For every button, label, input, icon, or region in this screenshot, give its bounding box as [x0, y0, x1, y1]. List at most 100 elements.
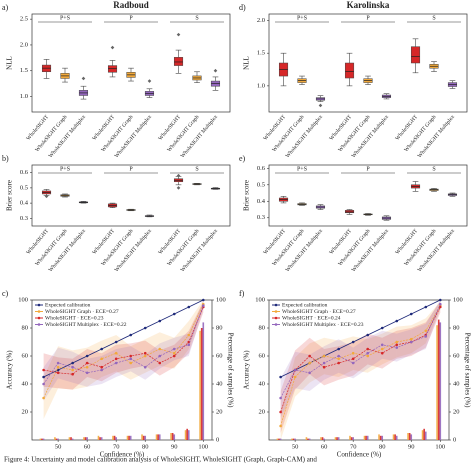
- sample-bar: [294, 438, 296, 440]
- error-band: [425, 301, 441, 344]
- y2-tick-label: 0: [453, 436, 456, 443]
- sample-bar: [350, 437, 353, 440]
- sample-bar: [336, 437, 338, 440]
- y-tick-label: 0.3: [257, 214, 265, 221]
- group-label: P+S: [60, 166, 70, 172]
- series-point: [143, 326, 147, 330]
- outlier: [318, 103, 323, 108]
- series-point: [129, 357, 133, 361]
- y2-tick-label: 80: [453, 324, 460, 331]
- plot-frame: [268, 13, 468, 113]
- error-band: [309, 337, 325, 383]
- series-point: [100, 365, 103, 369]
- series-line: [43, 305, 204, 385]
- series-point: [438, 305, 442, 309]
- y-axis-label: Brier score: [6, 180, 14, 211]
- sample-bar: [437, 319, 440, 440]
- group-label: S: [195, 15, 198, 21]
- x-tick-label: WholeSIGHT Multiplex: [48, 114, 87, 159]
- y2-axis-label: Percentage of samples (%): [226, 333, 234, 408]
- error-band: [145, 343, 160, 380]
- panel-label: e): [239, 154, 246, 163]
- sample-bar: [141, 434, 143, 440]
- series-point: [351, 361, 355, 365]
- series-point: [424, 329, 428, 333]
- sample-bar: [379, 435, 382, 440]
- outlier: [176, 186, 181, 190]
- caption: Figure 4: Uncertainty and model calibrat…: [4, 456, 317, 464]
- x-tick-label: 50: [55, 443, 62, 450]
- series-point: [337, 361, 340, 365]
- series-point: [172, 347, 176, 351]
- series-point: [56, 365, 60, 369]
- error-band: [116, 346, 131, 377]
- box: [344, 62, 355, 79]
- sample-bar: [39, 438, 42, 440]
- error-band: [116, 343, 131, 373]
- y2-tick-label: 100: [453, 296, 463, 303]
- y-tick-label: 20: [259, 408, 266, 415]
- y-tick-label: 80: [22, 324, 29, 331]
- y-tick-label: 2.5: [20, 16, 28, 23]
- legend-label: WholeSIGHT · ECE=0.24: [282, 315, 341, 321]
- x-tick-label: WholeSIGHT Multiplex: [285, 228, 324, 273]
- error-band: [338, 339, 354, 379]
- x-tick-label: 80: [379, 443, 386, 450]
- y2-tick-label: 60: [453, 352, 460, 359]
- series-point: [71, 365, 74, 369]
- y2-tick-label: 60: [216, 352, 223, 359]
- sample-bar: [421, 430, 424, 440]
- series-point: [42, 396, 45, 400]
- x-tick-label: 50: [292, 443, 299, 450]
- sample-bar: [83, 437, 85, 440]
- series-point: [114, 340, 118, 344]
- y-axis-label: Accuracy (%): [243, 350, 251, 390]
- sample-bar: [155, 434, 158, 440]
- sample-bar: [200, 328, 203, 440]
- y2-tick-label: 20: [216, 408, 223, 415]
- series-point: [100, 368, 103, 372]
- series-point: [395, 346, 399, 349]
- error-band: [145, 332, 160, 373]
- y2-tick-label: 100: [216, 296, 226, 303]
- sample-bar: [186, 428, 188, 440]
- sample-bar: [292, 438, 295, 440]
- series-point: [322, 361, 326, 365]
- error-band: [72, 349, 88, 390]
- series-point: [143, 354, 147, 358]
- sample-bar: [171, 433, 174, 440]
- sample-bar: [112, 435, 114, 440]
- legend-label: WholeSIGHT Graph · ECE=0.27: [282, 309, 356, 315]
- error-band: [43, 346, 59, 419]
- error-band: [367, 330, 383, 369]
- outlier: [176, 32, 181, 37]
- x-tick-label: 70: [113, 443, 120, 450]
- sample-bar: [184, 430, 187, 440]
- sample-bar: [42, 438, 45, 440]
- error-band: [174, 321, 189, 369]
- box: [173, 57, 184, 66]
- outlier: [81, 76, 86, 81]
- plot-frame: [31, 164, 231, 227]
- series-point: [158, 354, 162, 358]
- y-tick-label: 40: [259, 380, 266, 387]
- series-line: [43, 299, 204, 378]
- error-band: [367, 333, 383, 373]
- series-point: [71, 368, 74, 372]
- legend-marker: [274, 310, 278, 313]
- outlier: [176, 173, 181, 178]
- sample-bar: [439, 322, 442, 440]
- sample-bar: [291, 438, 293, 440]
- x-tick-label: WholeSIGHT Multiplex: [180, 114, 219, 159]
- panel-label: a): [2, 3, 9, 12]
- series-point: [114, 361, 118, 365]
- panel-label: c): [2, 289, 9, 298]
- series-point: [293, 375, 297, 379]
- legend-marker: [274, 316, 278, 320]
- y2-tick-label: 80: [216, 324, 223, 331]
- series-point: [158, 347, 162, 351]
- x-axis-label: Confidence (%): [337, 451, 382, 459]
- series-point: [380, 351, 384, 355]
- y-tick-label: 2.0: [257, 17, 265, 24]
- series-point: [351, 351, 355, 355]
